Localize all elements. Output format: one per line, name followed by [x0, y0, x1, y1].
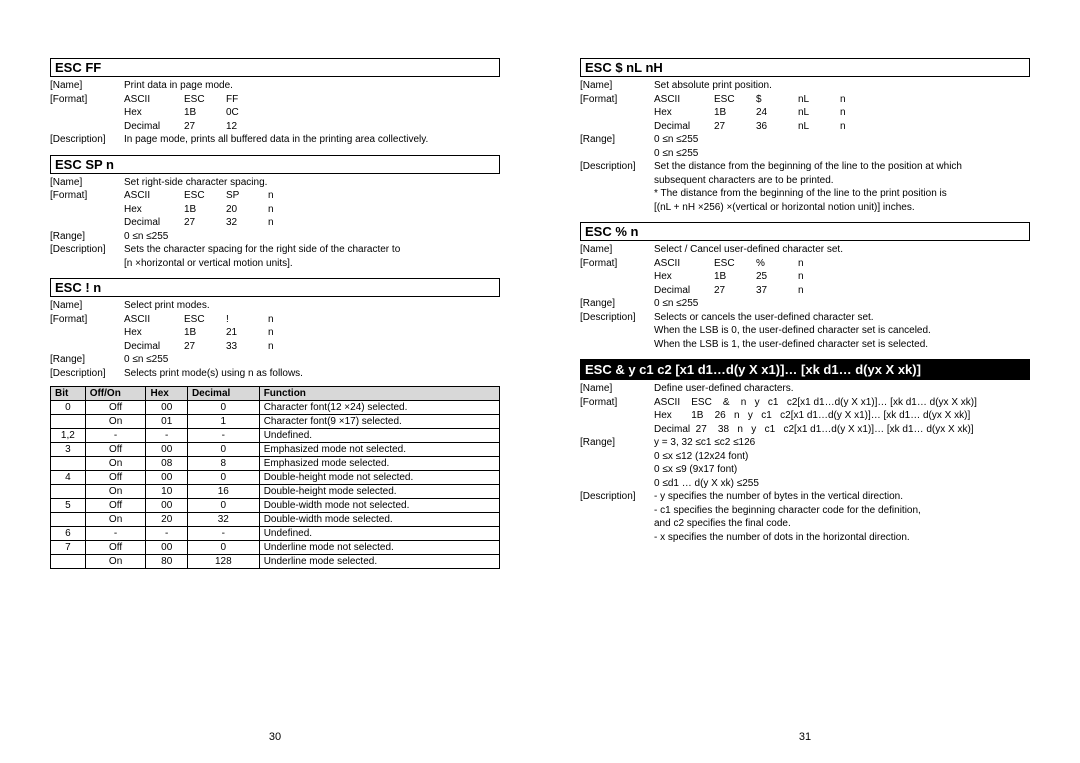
table-header: Hex	[146, 387, 187, 401]
cmd-header: ESC FF	[50, 58, 500, 77]
table-row: On80128Underline mode selected.	[51, 555, 500, 569]
row-name: [Name] Select / Cancel user-defined char…	[580, 243, 1030, 257]
cmd-header: ESC ! n	[50, 278, 500, 297]
row-description: [Description] Selects or cancels the use…	[580, 311, 1030, 352]
row-name: [Name] Set absolute print position.	[580, 79, 1030, 93]
table-header: Off/On	[85, 387, 146, 401]
cmd-header: ESC SP n	[50, 155, 500, 174]
table-header: Decimal	[187, 387, 259, 401]
table-header: Function	[259, 387, 499, 401]
row-range: [Range] y = 3, 32 ≤c1 ≤c2 ≤126 0 ≤x ≤12 …	[580, 436, 1030, 490]
row-name: [Name] Define user-defined characters.	[580, 382, 1030, 396]
table-row: On011Character font(9 ×17) selected.	[51, 415, 500, 429]
row-format: [Format] ASCIIESCSPn Hex1B20n Decimal273…	[50, 189, 500, 230]
row-format: [Format] ASCIIESC$nLn Hex1B24nLn Decimal…	[580, 93, 1030, 134]
table-row: 6---Undefined.	[51, 527, 500, 541]
row-description: [Description] In page mode, prints all b…	[50, 133, 500, 147]
row-name: [Name] Set right-side character spacing.	[50, 176, 500, 190]
row-range: [Range] 0 ≤n ≤255 0 ≤n ≤255	[580, 133, 1030, 160]
row-format: [Format] ASCII ESC & n y c1 c2[x1 d1…d(y…	[580, 396, 1030, 437]
table-row: On088Emphasized mode selected.	[51, 457, 500, 471]
row-format: [Format] ASCIIESC!n Hex1B21n Decimal2733…	[50, 313, 500, 354]
table-row: 4Off000Double-height mode not selected.	[51, 471, 500, 485]
table-header: Bit	[51, 387, 86, 401]
table-row: On2032Double-width mode selected.	[51, 513, 500, 527]
cmd-header: ESC & y c1 c2 [x1 d1…d(y X x1)]… [xk d1……	[580, 359, 1030, 380]
page-left: ESC FF [Name] Print data in page mode. […	[0, 0, 540, 763]
table-row: 0Off000Character font(12 ×24) selected.	[51, 401, 500, 415]
row-name: [Name] Select print modes.	[50, 299, 500, 313]
page-right: ESC $ nL nH [Name] Set absolute print po…	[540, 0, 1080, 763]
table-row: On1016Double-height mode selected.	[51, 485, 500, 499]
row-description: [Description] Selects print mode(s) usin…	[50, 367, 500, 381]
table-row: 5Off000Double-width mode not selected.	[51, 499, 500, 513]
row-format: [Format] ASCIIESC%n Hex1B25n Decimal2737…	[580, 257, 1030, 298]
row-description: [Description] Set the distance from the …	[580, 160, 1030, 214]
page-number: 31	[580, 731, 1030, 743]
cmd-header: ESC % n	[580, 222, 1030, 241]
row-range: [Range] 0 ≤n ≤255	[580, 297, 1030, 311]
row-description: [Description] Sets the character spacing…	[50, 243, 500, 270]
row-range: [Range] 0 ≤n ≤255	[50, 230, 500, 244]
row-format: [Format] ASCIIESCFF Hex1B0C Decimal2712	[50, 93, 500, 134]
row-description: [Description] - y specifies the number o…	[580, 490, 1030, 544]
page-number: 30	[50, 731, 500, 743]
table-row: 3Off000Emphasized mode not selected.	[51, 443, 500, 457]
table-row: 7Off000Underline mode not selected.	[51, 541, 500, 555]
row-name: [Name] Print data in page mode.	[50, 79, 500, 93]
table-row: 1,2---Undefined.	[51, 429, 500, 443]
cmd-header: ESC $ nL nH	[580, 58, 1030, 77]
bit-table: BitOff/OnHexDecimalFunction 0Off000Chara…	[50, 386, 500, 569]
row-range: [Range] 0 ≤n ≤255	[50, 353, 500, 367]
